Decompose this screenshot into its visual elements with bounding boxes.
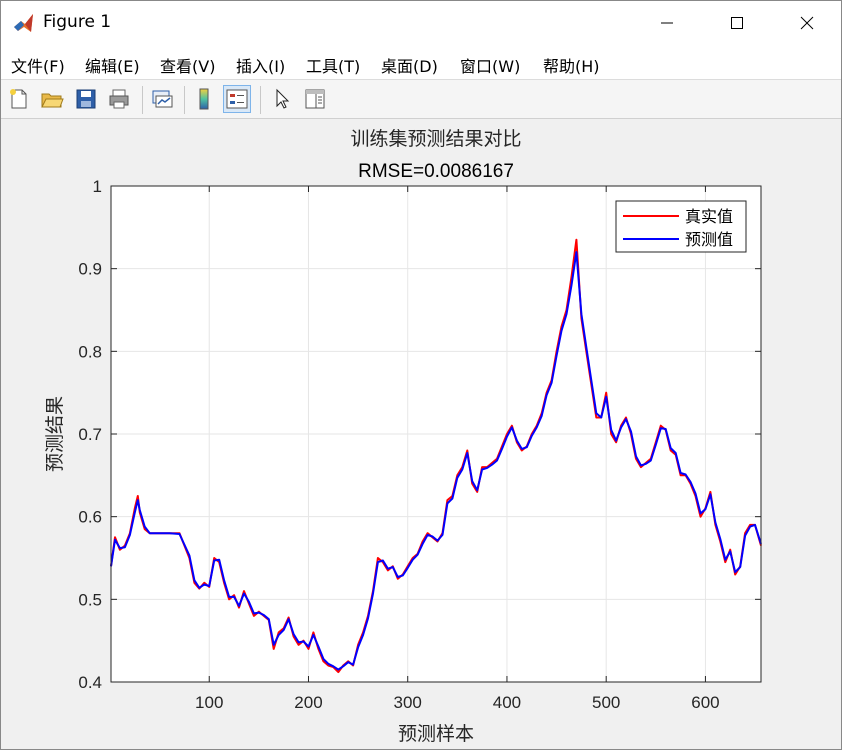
y-axis-label: 预测结果: [44, 396, 66, 472]
y-tick-label: 0.7: [78, 425, 102, 444]
y-tick-label: 1: [93, 177, 102, 196]
legend-button[interactable]: [223, 85, 251, 113]
pointer-button[interactable]: [268, 85, 296, 113]
print-icon: [109, 89, 129, 109]
legend[interactable]: 真实值 预测值: [615, 200, 747, 253]
open-file-button[interactable]: [38, 85, 66, 113]
x-tick-label: 600: [691, 693, 719, 712]
x-tick-label: 100: [195, 693, 223, 712]
minimize-icon: [661, 22, 673, 24]
x-tick-label: 500: [592, 693, 620, 712]
chart-title: 训练集预测结果对比: [350, 128, 521, 150]
title-bar[interactable]: Figure 1: [1, 1, 841, 45]
save-button[interactable]: [72, 85, 100, 113]
menu-desktop[interactable]: 桌面(D): [381, 57, 438, 76]
chart-subtitle: RMSE=0.0086167: [358, 161, 514, 182]
new-figure-button[interactable]: [5, 85, 33, 113]
property-editor-button[interactable]: [301, 85, 329, 113]
legend-box: [615, 200, 747, 253]
grid: [111, 186, 761, 682]
menu-bar: 文件(F) 编辑(E) 查看(V) 插入(I) 工具(T) 桌面(D) 窗口(W…: [1, 45, 841, 112]
colorbar-button[interactable]: [190, 85, 218, 113]
plot-area[interactable]: 100 200 300 400 500 600 0.4 0.5 0.6 0.7 0.8 0.9 1 训练…: [1, 120, 841, 749]
y-tick-label: 0.5: [78, 590, 102, 609]
y-tick-label: 0.4: [78, 673, 102, 692]
tick-labels: 100 200 300 400 500 600 0.4 0.5 0.6 0.7 0.8 0.9 1: [78, 177, 719, 712]
property-editor-icon: [305, 89, 325, 109]
series-line-pred: [110, 251, 762, 671]
ticks: [111, 185, 761, 683]
toolbar: [1, 79, 841, 119]
x-tick-label: 400: [493, 693, 521, 712]
legend-icon: [226, 89, 248, 109]
y-tick-label: 0.9: [78, 260, 102, 279]
link-plot-button[interactable]: [148, 85, 176, 113]
menu-window[interactable]: 窗口(W): [460, 57, 521, 76]
colorbar-icon: [199, 88, 209, 110]
window-title: Figure 1: [43, 12, 112, 32]
toolbar-separator: [142, 86, 143, 114]
figure-canvas[interactable]: 100 200 300 400 500 600 0.4 0.5 0.6 0.7 0.8 0.9 1 训练…: [1, 120, 841, 749]
menu-insert[interactable]: 插入(I): [236, 57, 286, 76]
x-tick-label: 300: [394, 693, 422, 712]
link-plot-icon: [152, 90, 173, 108]
new-figure-icon: [10, 89, 27, 109]
maximize-button[interactable]: [702, 1, 772, 45]
series-lines: [110, 238, 762, 674]
menu-help[interactable]: 帮助(H): [543, 57, 600, 76]
save-icon: [76, 89, 96, 109]
close-icon: [800, 16, 814, 30]
menu-file[interactable]: 文件(F): [11, 57, 65, 76]
legend-label-pred: 预测值: [685, 230, 733, 249]
legend-label-true: 真实值: [685, 207, 733, 226]
menu-view[interactable]: 查看(V): [160, 57, 216, 76]
close-button[interactable]: [772, 1, 842, 45]
maximize-icon: [731, 17, 743, 29]
pointer-icon: [276, 88, 290, 109]
axes[interactable]: 100 200 300 400 500 600 0.4 0.5 0.6 0.7 0.8 0.9 1: [78, 177, 762, 712]
toolbar-separator: [184, 86, 185, 114]
print-button[interactable]: [105, 85, 133, 113]
x-tick-label: 200: [294, 693, 322, 712]
menu-tools[interactable]: 工具(T): [306, 57, 361, 76]
x-axis-label: 预测样本: [398, 723, 474, 745]
minimize-button[interactable]: [632, 1, 702, 45]
matlab-logo-icon: [12, 11, 36, 35]
y-tick-label: 0.6: [78, 508, 102, 527]
open-file-icon: [41, 93, 64, 108]
y-tick-label: 0.8: [78, 342, 102, 361]
menu-edit[interactable]: 编辑(E): [85, 57, 140, 76]
toolbar-separator: [260, 86, 261, 114]
